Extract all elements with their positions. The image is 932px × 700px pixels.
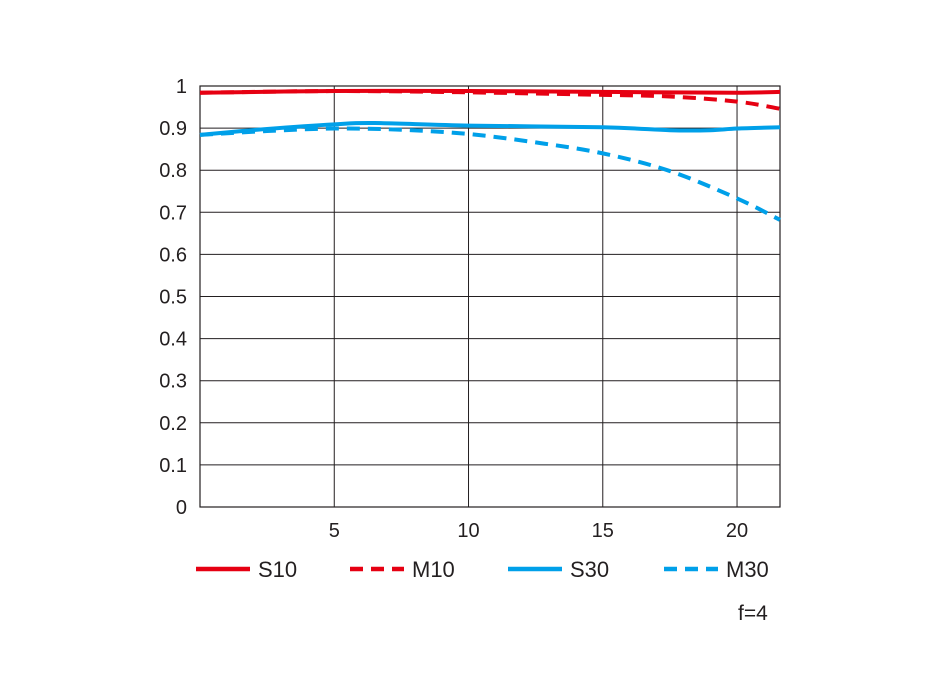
- legend-label-s30: S30: [570, 557, 609, 582]
- grid-lines: [200, 85, 780, 508]
- series-line-s30: [199, 121, 781, 137]
- series-line-m10: [199, 89, 781, 111]
- x-tick-label: 10: [457, 520, 479, 542]
- series-line-m30: [199, 126, 781, 222]
- x-tick-label: 20: [726, 520, 748, 542]
- y-tick-label: 0.3: [159, 371, 187, 393]
- y-tick-label: 0.1: [159, 455, 187, 477]
- y-tick-labels: 0 0.1 0.2 0.3 0.4 0.5 0.6 0.7 0.8 0.9 1: [159, 76, 187, 519]
- series-group: [199, 88, 781, 222]
- y-tick-label: 0.5: [159, 287, 187, 309]
- y-tick-label: 0.2: [159, 413, 187, 435]
- y-tick-label: 1: [176, 76, 187, 98]
- y-tick-label: 0.9: [159, 118, 187, 140]
- y-tick-label: 0.4: [159, 329, 187, 351]
- x-tick-labels: 5 10 15 20: [329, 520, 748, 542]
- y-tick-label: 0: [176, 497, 187, 519]
- aperture-note: f=4: [738, 602, 768, 625]
- legend-label-m10: M10: [412, 557, 455, 582]
- x-tick-label: 15: [592, 520, 614, 542]
- legend: S10 M10 S30 M30: [196, 557, 769, 582]
- legend-label-s10: S10: [258, 557, 297, 582]
- y-tick-label: 0.7: [159, 202, 187, 224]
- plot-border: [199, 85, 781, 508]
- y-tick-label: 0.6: [159, 244, 187, 266]
- y-tick-label: 0.8: [159, 160, 187, 182]
- legend-label-m30: M30: [726, 557, 769, 582]
- plot-frame: [199, 85, 781, 508]
- x-tick-label: 5: [329, 520, 340, 542]
